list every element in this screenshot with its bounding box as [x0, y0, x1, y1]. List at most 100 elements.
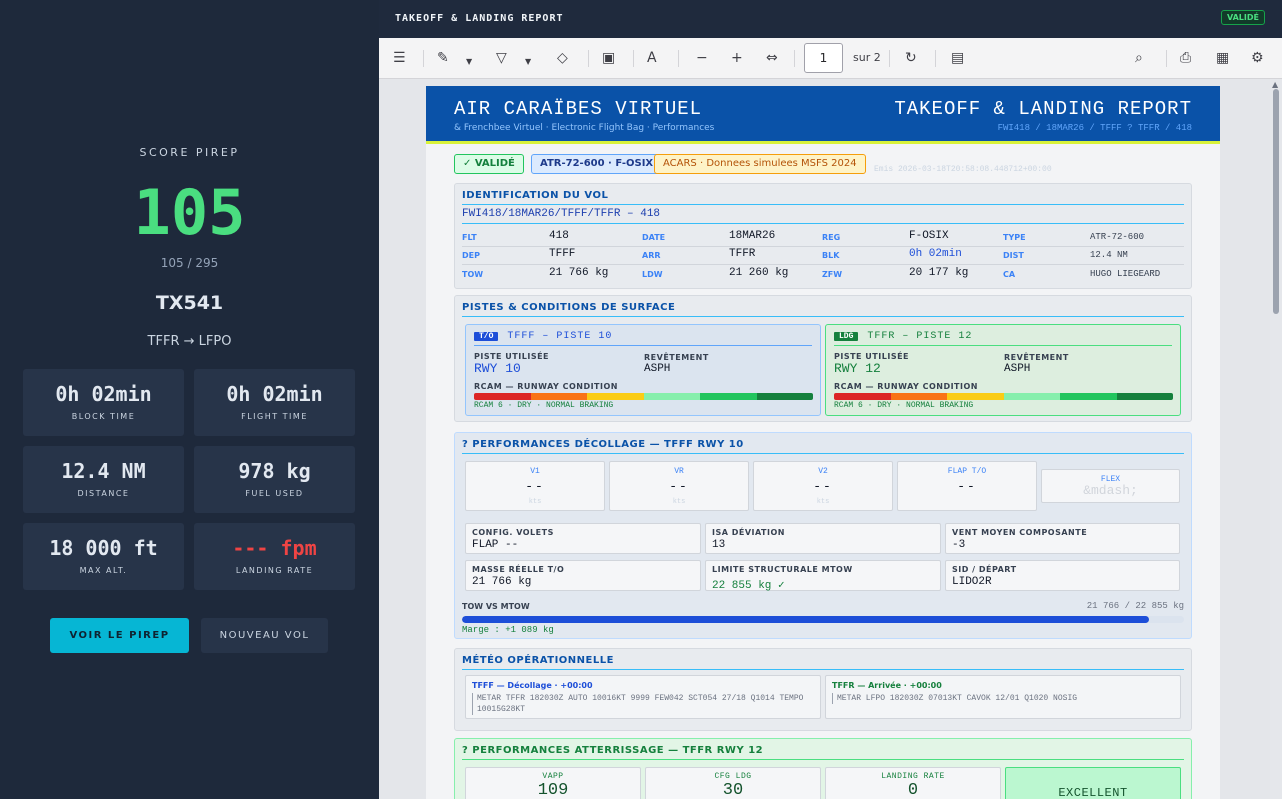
box-key: MASSE RÉELLE T/O	[472, 565, 565, 574]
rcam-bar	[474, 393, 813, 400]
rcam-segment	[756, 393, 813, 400]
field-value: TFFR	[729, 248, 756, 260]
rcam-segment	[587, 393, 644, 400]
scrollbar-thumb[interactable]	[1273, 89, 1279, 314]
pdf-viewer: TAKEOFF & LANDING REPORT VALIDÉ ☰ ✎ ▼ ▽ …	[379, 0, 1282, 799]
runways-section: PISTES & CONDITIONS DE SURFACE T/O TFFF –…	[454, 295, 1192, 422]
org-name: AIR CARAÏBES VIRTUEL	[454, 98, 703, 120]
search-icon[interactable]: ⌕	[1135, 50, 1143, 66]
speed-key: FLEX	[1100, 475, 1121, 484]
rotate-icon[interactable]: ↻	[905, 50, 917, 66]
settings-icon[interactable]: ⚙	[1251, 50, 1264, 66]
report-sub: FWI418 / 18MAR26 / TFFF ? TFFR / 418	[997, 123, 1192, 133]
box-key: VENT MOYEN COMPOSANTE	[952, 528, 1088, 537]
field-value: 18MAR26	[729, 230, 776, 242]
stat-value: 0h 02min	[226, 382, 323, 406]
to-chip: T/O	[474, 332, 499, 341]
field-value: TFFF	[549, 248, 576, 260]
landing-value: 109	[537, 781, 569, 799]
section-title: ? PERFORMANCES DÉCOLLAGE — TFFF RWY 10	[462, 439, 1184, 454]
fit-width-icon[interactable]: ⇔	[766, 50, 778, 66]
new-flight-button[interactable]: NOUVEAU VOL	[201, 618, 328, 653]
rcam-text: RCAM 6 · DRY · NORMAL BRAKING	[474, 401, 614, 410]
speed-cell: FLAP T/O --	[897, 461, 1037, 511]
rcam-segment	[1116, 393, 1173, 400]
highlight-icon[interactable]: ✎	[437, 50, 449, 66]
perf-box: MASSE RÉELLE T/O 21 766 kg	[465, 560, 701, 591]
save-icon[interactable]: ▦	[1216, 50, 1230, 66]
box-key: LIMITE STRUCTURALE MTOW	[712, 565, 853, 574]
draw-icon[interactable]: ▽	[496, 50, 507, 66]
scrollbar[interactable]: ▲	[1270, 79, 1282, 799]
rcam-segment	[643, 393, 700, 400]
stat-value: 978 kg	[238, 459, 311, 483]
ldg-head: TFFR – PISTE 12	[867, 331, 973, 342]
aircraft-tag: ATR-72-600 · F-OSIX	[531, 154, 663, 174]
box-value: LIDO2R	[952, 576, 992, 588]
stat-landing-rate: --- fpm LANDING RATE	[194, 523, 355, 590]
label: REVÊTEMENT	[1004, 353, 1069, 362]
landing-key: VAPP	[542, 772, 564, 781]
zoom-out-icon[interactable]: −	[696, 50, 708, 66]
field-key: BLK	[822, 251, 840, 260]
speed-key: FLAP T/O	[947, 467, 987, 476]
stat-label: MAX ALT.	[79, 566, 128, 575]
field-key: DIST	[1003, 251, 1024, 260]
box-value: -3	[952, 539, 966, 551]
speed-cell: FLEX &mdash;	[1041, 469, 1180, 503]
chevron-down-icon[interactable]: ▼	[466, 57, 473, 66]
stat-flight-time: 0h 02min FLIGHT TIME	[194, 369, 355, 436]
outline-icon[interactable]: ☰	[393, 50, 406, 66]
landing-key: CFG LDG	[714, 772, 752, 781]
perf-box: ISA DÉVIATION 13	[705, 523, 941, 554]
field-value: 418	[549, 230, 569, 242]
landing-cell: EXCELLENT	[1005, 767, 1181, 799]
speed-cell: V1 -- kts	[465, 461, 605, 511]
stat-label: BLOCK TIME	[71, 412, 136, 421]
label: PISTE UTILISÉE	[834, 352, 910, 361]
landing-perf-section: ? PERFORMANCES ATTERRISSAGE — TFFR RWY 1…	[454, 738, 1192, 799]
meteo-title: TFFF — Décollage · +00:00	[472, 681, 593, 690]
field-key: DEP	[462, 251, 480, 260]
field-value: 21 766 kg	[549, 267, 609, 279]
stat-fuel-used: 978 kg FUEL USED	[194, 446, 355, 513]
field-key: ZFW	[822, 270, 843, 279]
page-view-icon[interactable]: ▤	[951, 50, 965, 66]
print-icon[interactable]: ⎙	[1180, 50, 1192, 66]
section-title: PISTES & CONDITIONS DE SURFACE	[462, 302, 1184, 317]
zoom-in-icon[interactable]: +	[731, 50, 743, 66]
rcam-segment	[474, 393, 531, 400]
source-tag: ACARS · Donnees simulees MSFS 2024	[654, 154, 866, 174]
stat-label: DISTANCE	[77, 489, 130, 498]
text-box-icon[interactable]: ▣	[602, 50, 616, 66]
field-key: FLT	[462, 233, 477, 242]
section-title: IDENTIFICATION DU VOL	[462, 190, 1184, 205]
route: TFFR → LFPO	[147, 334, 232, 349]
eraser-icon[interactable]: ◇	[557, 50, 568, 66]
landing-runway-card: LDG TFFR – PISTE 12 PISTE UTILISÉE RWY 12…	[825, 324, 1181, 416]
page-number-input[interactable]: 1	[804, 43, 843, 73]
box-value: 21 766 kg	[472, 576, 532, 588]
view-pirep-button[interactable]: VOIR LE PIREP	[50, 618, 189, 653]
pdf-page: AIR CARAÏBES VIRTUEL & Frenchbee Virtuel…	[426, 86, 1220, 799]
speed-value: --	[957, 479, 977, 494]
runway-used: RWY 10	[474, 361, 521, 376]
perf-box: LIMITE STRUCTURALE MTOW 22 855 kg ✓	[705, 560, 941, 592]
landing-cell: CFG LDG 30	[645, 767, 821, 799]
field-key: TYPE	[1003, 233, 1026, 242]
meteo-title: TFFR — Arrivée · +00:00	[832, 681, 942, 690]
rcam-text: RCAM 6 · DRY · NORMAL BRAKING	[834, 401, 974, 410]
box-value: 13	[712, 539, 726, 551]
field-value: HUGO LIEGEARD	[1090, 269, 1161, 279]
rcam-segment	[1003, 393, 1060, 400]
departure-meteo: TFFF — Décollage · +00:00 METAR TFFR 182…	[465, 675, 821, 719]
tow-value: 21 766 / 22 855 kg	[1086, 601, 1184, 611]
chevron-down-icon[interactable]: ▼	[525, 57, 532, 66]
scroll-up-icon[interactable]: ▲	[1272, 80, 1279, 89]
speed-cell: V2 -- kts	[753, 461, 893, 511]
org-sub: & Frenchbee Virtuel · Electronic Flight …	[454, 123, 715, 133]
report-title: TAKEOFF & LANDING REPORT	[894, 98, 1192, 120]
box-value: 22 855 kg ✓	[712, 580, 785, 592]
stat-value: 18 000 ft	[49, 536, 158, 560]
read-aloud-icon[interactable]: A	[647, 50, 657, 66]
